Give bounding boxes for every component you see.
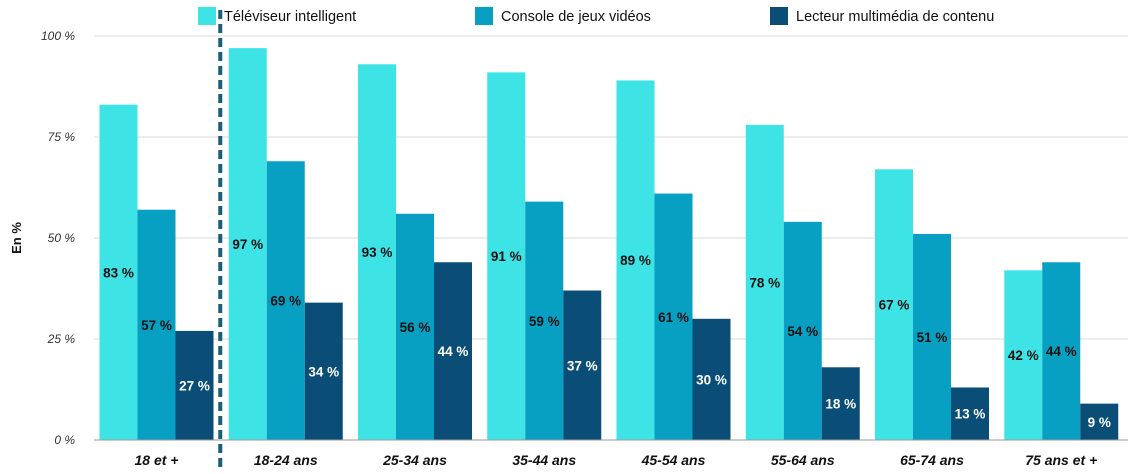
data-label: 30 % <box>696 372 727 387</box>
bar <box>654 193 693 440</box>
data-label: 56 % <box>400 320 431 335</box>
bar <box>821 367 860 440</box>
data-label: 78 % <box>749 275 780 290</box>
legend-swatch <box>475 7 493 25</box>
data-label: 13 % <box>955 407 986 422</box>
category-label: 45-54 ans <box>641 452 706 468</box>
y-tick-labels: 0 % 25 % 50 % 75 % 100 % <box>41 29 75 447</box>
legend-swatch <box>770 7 788 25</box>
legend-label: Téléviseur intelligent <box>224 9 356 25</box>
bar <box>1042 262 1081 440</box>
bar <box>745 124 784 440</box>
data-label: 9 % <box>1088 415 1111 430</box>
bar <box>396 213 434 440</box>
y-tick-label: 75 % <box>48 130 76 144</box>
bar <box>175 330 214 440</box>
bar <box>1004 270 1043 440</box>
category-labels: 18 et + 18-24 ans 25-34 ans 35-44 ans 45-54 … <box>135 452 1098 468</box>
data-label: 97 % <box>232 237 263 252</box>
bar <box>358 64 396 440</box>
y-tick-label: 100 % <box>41 29 75 43</box>
bar <box>783 221 822 440</box>
data-label: 27 % <box>179 378 210 393</box>
data-label: 89 % <box>620 253 651 268</box>
legend-label: Lecteur multimédia de contenu <box>796 9 994 25</box>
data-label: 67 % <box>879 298 910 313</box>
bar <box>137 209 176 440</box>
legend: Téléviseur intelligent Console de jeux vi… <box>198 7 994 25</box>
bar <box>951 387 989 440</box>
data-label: 34 % <box>308 364 339 379</box>
category-label: 55-64 ans <box>771 452 835 468</box>
data-label: 54 % <box>787 324 818 339</box>
data-label: 59 % <box>529 314 560 329</box>
data-label: 91 % <box>491 249 522 264</box>
bar <box>616 80 655 440</box>
data-label: 51 % <box>917 330 948 345</box>
bar <box>913 233 951 440</box>
category-label: 18 et + <box>135 452 179 468</box>
legend-label: Console de jeux vidéos <box>501 9 651 25</box>
y-tick-label: 0 % <box>54 433 75 447</box>
category-label: 25-34 ans <box>382 452 447 468</box>
y-axis-label: En % <box>9 222 24 254</box>
category-label: 35-44 ans <box>512 452 576 468</box>
bars <box>99 48 1119 441</box>
bar <box>304 302 343 440</box>
bar <box>525 201 564 440</box>
bar <box>266 161 305 441</box>
data-label: 44 % <box>1046 344 1077 359</box>
bar <box>1080 403 1119 440</box>
category-label: 75 ans et + <box>1025 452 1097 468</box>
y-tick-label: 50 % <box>48 231 76 245</box>
data-label: 83 % <box>103 265 134 280</box>
data-labels: 83 % 97 % 93 % 91 % 89 % 78 % 67 % 42 % 57 % 69 %… <box>103 237 1111 430</box>
data-label: 37 % <box>567 358 598 373</box>
data-label: 18 % <box>825 397 856 412</box>
data-label: 69 % <box>270 294 301 309</box>
data-label: 61 % <box>658 310 689 325</box>
y-tick-label: 25 % <box>47 332 76 346</box>
bar <box>487 72 526 441</box>
data-label: 93 % <box>362 245 393 260</box>
bar <box>875 169 913 440</box>
data-label: 57 % <box>141 318 172 333</box>
data-label: 44 % <box>438 344 469 359</box>
category-label: 65-74 ans <box>900 452 964 468</box>
legend-swatch <box>198 7 216 25</box>
data-label: 42 % <box>1008 348 1039 363</box>
bar <box>228 48 267 441</box>
bar <box>434 262 472 440</box>
bar <box>99 104 138 441</box>
bar <box>692 318 731 440</box>
bar <box>563 290 602 440</box>
category-label: 18-24 ans <box>254 452 318 468</box>
